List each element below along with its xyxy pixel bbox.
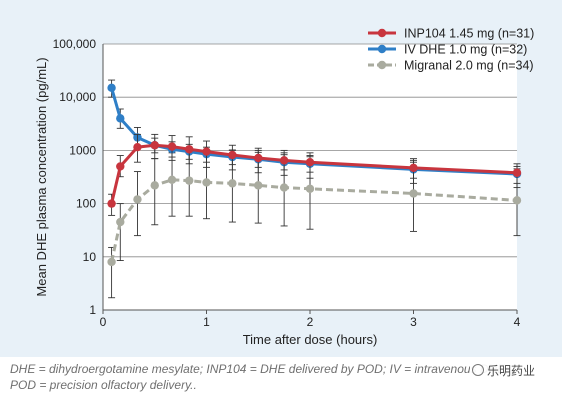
- data-point: [279, 156, 289, 165]
- data-point: [167, 175, 177, 185]
- x-tick-label: 1: [203, 315, 210, 329]
- data-point: [409, 189, 418, 198]
- data-point: [228, 150, 237, 160]
- legend-label: INP104 1.45 mg (n=31): [404, 27, 534, 41]
- data-point: [202, 178, 211, 187]
- figure-caption: DHE = dihydroergotamine mesylate; INP104…: [10, 361, 555, 393]
- y-tick-label: 1000: [69, 143, 96, 157]
- data-point: [254, 153, 263, 163]
- legend: INP104 1.45 mg (n=31) IV DHE 1.0 mg (n=32…: [368, 27, 534, 73]
- watermark: 乐明药业: [470, 361, 556, 379]
- caption-line-1: DHE = dihydroergotamine mesylate; INP104…: [10, 362, 509, 376]
- data-point: [116, 114, 125, 123]
- data-point: [202, 147, 211, 156]
- wechat-logo-icon: [472, 364, 484, 376]
- data-point: [305, 184, 315, 193]
- data-point: [185, 145, 194, 154]
- data-point: [116, 217, 125, 227]
- legend-swatch-marker: [377, 28, 387, 38]
- x-tick-label: 0: [100, 315, 107, 329]
- data-point: [167, 142, 177, 151]
- legend-label: IV DHE 1.0 mg (n=32): [404, 43, 527, 57]
- x-tick-label: 4: [514, 315, 521, 329]
- x-axis-title: Time after dose (hours): [243, 332, 378, 347]
- data-point: [107, 199, 116, 208]
- data-point: [133, 195, 142, 204]
- data-point: [512, 196, 522, 205]
- data-point: [107, 83, 116, 93]
- data-point: [116, 162, 125, 171]
- y-tick-label: 1: [89, 303, 96, 317]
- x-tick-label: 3: [410, 315, 417, 329]
- legend-swatch-marker: [377, 44, 387, 54]
- data-point: [107, 257, 116, 267]
- data-point: [279, 183, 289, 192]
- y-tick-label: 10: [83, 250, 97, 264]
- watermark-text: 乐明药业: [487, 363, 536, 378]
- data-point: [512, 168, 522, 177]
- legend-label: Migranal 2.0 mg (n=34): [404, 59, 534, 73]
- data-point: [228, 179, 237, 188]
- series-2: [107, 149, 522, 299]
- data-point: [150, 141, 159, 150]
- data-point: [185, 176, 194, 185]
- data-point: [305, 158, 315, 167]
- data-point: [150, 181, 159, 190]
- legend-swatch-marker: [377, 60, 387, 70]
- chart-figure: 1 10 100 1000 10,000 100,000 0 1 2 3 4 Time after …: [0, 0, 562, 357]
- y-tick-label: 10,000: [59, 90, 96, 104]
- caption-line-2: POD = precision olfactory delivery..: [10, 378, 197, 392]
- y-tick-label: 100: [76, 197, 96, 211]
- data-point: [409, 163, 418, 173]
- y-axis-title: Mean DHE plasma concentration (pg/mL): [34, 57, 49, 296]
- series-0: [107, 133, 522, 216]
- series-group: [107, 79, 522, 299]
- data-point: [133, 142, 142, 152]
- data-point: [254, 181, 263, 190]
- x-tick-label: 2: [307, 315, 314, 329]
- y-tick-label: 100,000: [53, 37, 97, 51]
